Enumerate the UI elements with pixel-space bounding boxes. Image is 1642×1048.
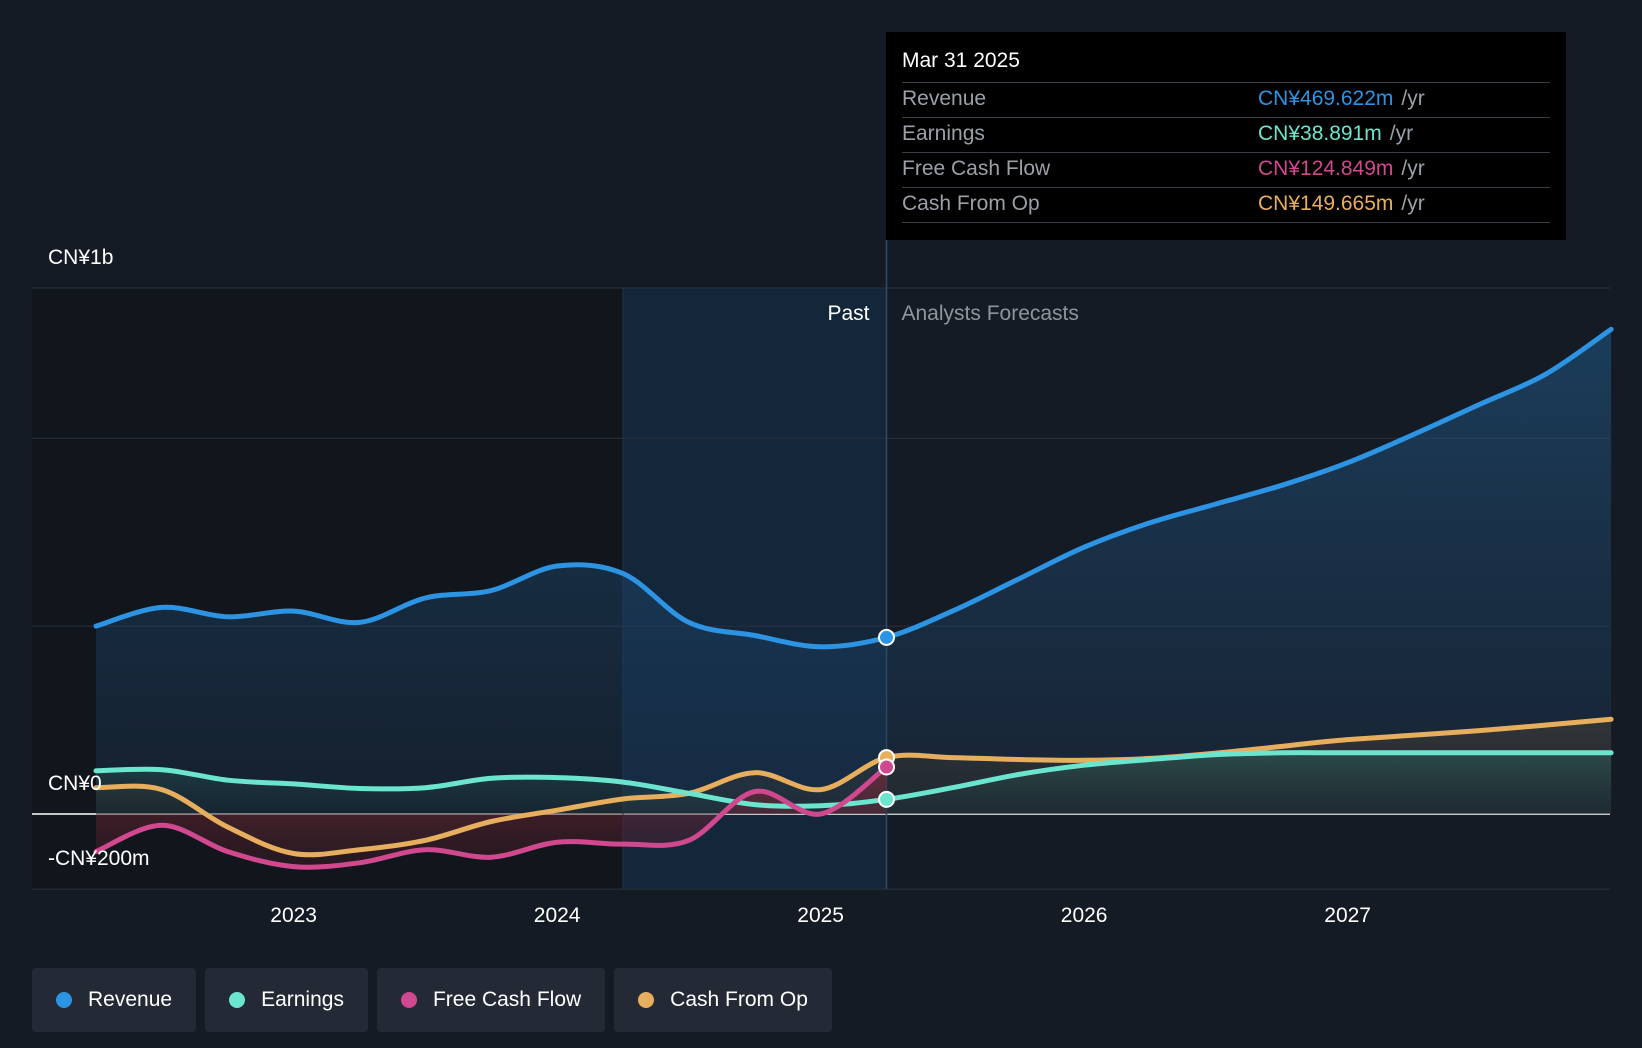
tooltip-row-earnings: Earnings CN¥38.891m /yr xyxy=(902,118,1550,153)
legend-label: Free Cash Flow xyxy=(432,988,582,1011)
tooltip-value: CN¥124.849m xyxy=(1258,157,1394,180)
free-cash-flow-dot-icon xyxy=(400,992,417,1008)
tooltip-row-cash-from-op: Cash From Op CN¥149.665m /yr xyxy=(902,188,1550,223)
legend-label: Cash From Op xyxy=(670,988,808,1011)
earnings-dot-icon xyxy=(229,992,246,1008)
x-tick-label: 2024 xyxy=(534,904,581,927)
free-cash-flow-area xyxy=(96,767,887,868)
tooltip-label: Revenue xyxy=(902,87,987,110)
revenue-dot-icon xyxy=(56,992,72,1008)
tooltip-panel: Mar 31 2025 Revenue CN¥469.622m /yr Earn… xyxy=(886,32,1566,240)
x-tick-label: 2027 xyxy=(1324,904,1371,927)
x-tick-label: 2023 xyxy=(270,904,317,927)
revenue-line xyxy=(93,326,1614,650)
y-tick-label: CN¥1b xyxy=(48,246,113,269)
earnings-marker xyxy=(878,790,895,808)
legend-item-earnings[interactable]: Earnings xyxy=(205,968,368,1032)
tooltip-value: CN¥149.665m xyxy=(1258,192,1394,215)
y-tick-label: -CN¥200m xyxy=(48,847,150,870)
legend-item-cash-from-op[interactable]: Cash From Op xyxy=(614,968,832,1032)
tooltip-row-revenue: Revenue CN¥469.622m /yr xyxy=(902,83,1550,118)
revenue-marker xyxy=(878,628,895,646)
tooltip-unit: /yr xyxy=(1401,87,1425,110)
cash-from-op-dot-icon xyxy=(638,992,655,1008)
legend-item-revenue[interactable]: Revenue xyxy=(32,968,197,1032)
past-label: Past xyxy=(827,302,869,325)
tooltip-value: CN¥469.622m xyxy=(1258,87,1394,110)
tooltip-date: Mar 31 2025 xyxy=(902,46,1550,83)
x-tick-label: 2026 xyxy=(1061,904,1108,927)
legend-item-free-cash-flow[interactable]: Free Cash Flow xyxy=(376,968,606,1032)
tooltip-label: Free Cash Flow xyxy=(902,157,1051,180)
chart-legend: Revenue Earnings Free Cash Flow Cash Fro… xyxy=(32,968,832,1032)
tooltip-row-free-cash-flow: Free Cash Flow CN¥124.849m /yr xyxy=(902,153,1550,188)
tooltip-unit: /yr xyxy=(1389,122,1414,145)
earnings-area xyxy=(96,752,1612,814)
y-tick-label: CN¥0 xyxy=(48,772,102,795)
forecast-label: Analysts Forecasts xyxy=(902,302,1079,325)
tooltip-label: Earnings xyxy=(902,122,985,145)
x-tick-label: 2025 xyxy=(797,904,844,927)
legend-label: Revenue xyxy=(88,988,173,1011)
earnings-line xyxy=(93,750,1614,809)
cash-from-op-line xyxy=(93,716,1614,858)
tooltip-label: Cash From Op xyxy=(902,192,1040,215)
tooltip-unit: /yr xyxy=(1401,192,1425,215)
legend-label: Earnings xyxy=(261,988,344,1011)
free-cash-flow-line xyxy=(93,764,889,870)
tooltip-value: CN¥38.891m xyxy=(1258,122,1382,145)
free-cash-flow-marker xyxy=(878,758,895,776)
revenue-area xyxy=(96,329,1612,814)
tooltip-unit: /yr xyxy=(1401,157,1425,180)
